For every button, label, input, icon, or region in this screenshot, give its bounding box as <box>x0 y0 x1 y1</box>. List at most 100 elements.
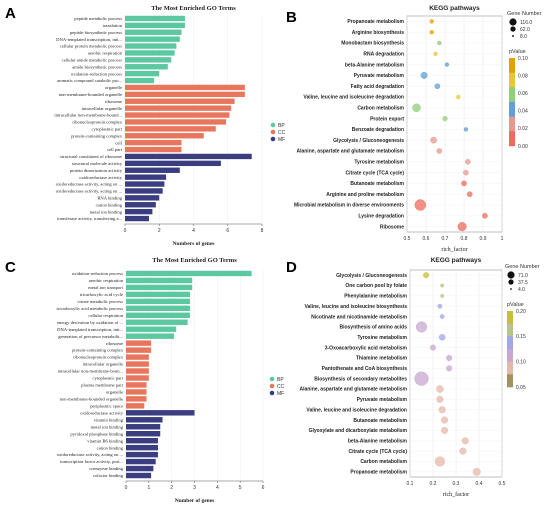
category-label: intracellular organelle <box>82 106 122 111</box>
category-label: metal ion binding <box>91 424 124 429</box>
bar <box>126 389 147 395</box>
category-label: intracellular non-membrane-boun... <box>58 369 123 374</box>
pathway-label: Ribosome <box>380 224 404 230</box>
bar <box>125 50 175 56</box>
legend-label: BP <box>278 123 285 129</box>
x-tick-label: 0.5 <box>404 236 411 242</box>
x-tick-label: 4 <box>216 485 219 491</box>
x-tick-label: 5 <box>239 485 242 491</box>
bar <box>125 167 180 173</box>
legend-label: MF <box>277 391 284 397</box>
pathway-label: Nicotinate and nicotinamide metabolism <box>311 314 407 320</box>
colorbar-tick-label: 0.04 <box>518 109 528 115</box>
bar <box>125 57 172 63</box>
bar <box>126 417 163 423</box>
pathway-label: Alanine, aspartate and glutamate metabol… <box>299 387 407 393</box>
legend-label: CC <box>277 384 285 390</box>
bubble <box>440 293 445 298</box>
x-tick-label: 4 <box>192 228 195 234</box>
bar <box>125 139 182 146</box>
bar <box>126 312 190 319</box>
category-label: aerobic respiration <box>88 51 123 56</box>
category-label: aromatic compound catabolic pro... <box>57 78 122 83</box>
chart-title: The Most Enriched GO Terms <box>152 257 237 264</box>
category-label: peptide biosynthetic process <box>70 30 122 35</box>
bar <box>125 84 245 91</box>
pathway-label: Protein export <box>370 116 404 122</box>
colorbar-segment <box>507 361 513 375</box>
bubble <box>429 19 434 24</box>
chart-title: The Most Enriched GO Terms <box>151 5 236 12</box>
bar <box>125 202 156 208</box>
bubble <box>446 354 453 361</box>
bar <box>126 319 188 325</box>
panel-a: A The Most Enriched GO Terms peptide metab… <box>5 5 286 247</box>
pathway-label: Pyruvate metabolism <box>354 73 405 79</box>
pathway-label: Carbon metabolism <box>357 106 404 112</box>
bar <box>126 465 154 472</box>
category-label: generation of precursor metabolit... <box>58 334 123 339</box>
category-label: aerobic respiration <box>89 278 124 283</box>
colorbar-tick-label: 0.06 <box>518 91 528 97</box>
bar <box>126 340 152 346</box>
bar <box>126 305 190 312</box>
bubble <box>436 395 444 403</box>
bar <box>125 105 232 111</box>
color-legend-title: pValue <box>507 302 524 308</box>
bar <box>125 64 168 70</box>
colorbar-segment <box>507 336 513 350</box>
category-label: cellular respiration <box>88 313 123 318</box>
x-tick-label: 0 <box>125 485 128 491</box>
category-label: oxidation-reduction process <box>72 271 123 276</box>
legend-marker <box>270 129 276 135</box>
category-label: cellular protein metabolic process <box>60 44 122 49</box>
bar <box>125 188 163 194</box>
pathway-label: Microbial metabolism in diverse environm… <box>294 203 404 209</box>
pathway-label: Citrate cycle (TCA cycle) <box>346 170 405 176</box>
category-label: organelle <box>105 85 122 90</box>
size-legend-label: 62.0 <box>520 27 530 33</box>
pathway-label: Pyruvate metabolism <box>357 397 408 403</box>
size-legend-label: 37.5 <box>518 280 528 286</box>
pathway-label: Arginine biosynthesis <box>352 30 404 36</box>
bubble <box>412 103 421 113</box>
pathway-label: Pantothenate and CoA biosynthesis <box>322 366 408 372</box>
colorbar-segment <box>507 311 513 324</box>
legend-marker <box>270 136 276 142</box>
category-label: citrate metabolic process <box>77 299 123 304</box>
colorbar-tick-label: 0.20 <box>516 309 526 315</box>
category-label: vitamin B6 binding <box>87 438 123 443</box>
bar <box>126 333 174 339</box>
bar <box>126 277 193 284</box>
pathway-label: Glycolysis / Gluconeogenesis <box>333 138 404 144</box>
panel-letter: D <box>286 259 297 276</box>
bar <box>126 326 177 332</box>
pathway-label: beta-Alanine metabolism <box>348 438 408 444</box>
pathway-label: 3-Oxoacarboxylic acid metabolism <box>325 345 408 351</box>
pathway-label: Propanoate metabolism <box>350 470 407 476</box>
legend-label: MF <box>278 137 285 143</box>
bubble <box>436 385 444 393</box>
bar <box>125 15 185 22</box>
x-tick-label: 0.2 <box>430 481 437 487</box>
legend-label: CC <box>278 130 286 136</box>
pathway-label: Tyrosine metabolism <box>357 335 407 341</box>
category-label: peptide metabolic process <box>74 16 122 21</box>
category-label: DNA-templated transcription, init... <box>56 37 122 43</box>
category-label: intracellular organelle <box>83 362 123 367</box>
x-tick-label: 0.9 <box>480 236 487 242</box>
colorbar-segment <box>509 72 515 88</box>
bubble <box>482 212 488 219</box>
category-label: oxidoreductase activity <box>80 410 123 415</box>
bar <box>125 70 160 77</box>
colorbar-segment <box>509 116 515 132</box>
bubble <box>430 136 437 144</box>
category-label: oxidoreductase activity <box>79 175 122 180</box>
x-tick-label: 2 <box>158 228 161 234</box>
pathway-label: Valine, leucine and isoleucine biosynthe… <box>304 304 407 310</box>
colorbar-segment <box>509 87 515 103</box>
bar <box>125 43 177 49</box>
panel-d: D KEGG pathways Glycolysis / Gluconeogenes… <box>286 257 540 498</box>
size-legend-marker <box>510 26 516 32</box>
bubble <box>438 406 446 414</box>
